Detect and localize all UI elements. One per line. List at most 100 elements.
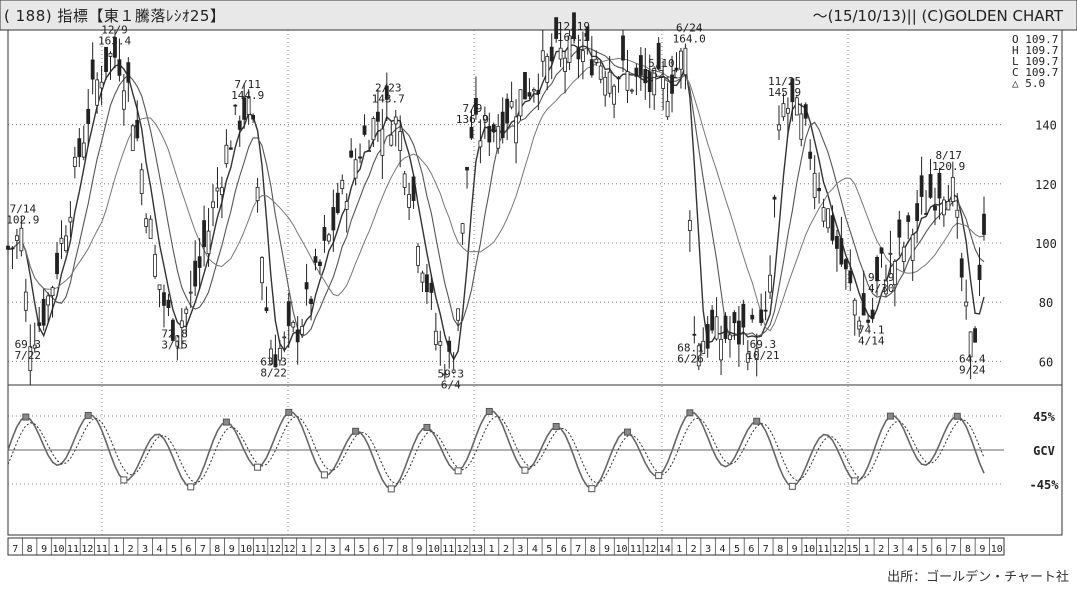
- x-tick-label: 8: [402, 544, 408, 555]
- candle: [269, 348, 273, 365]
- candle: [55, 252, 59, 275]
- candle: [384, 85, 389, 100]
- candle: [536, 89, 541, 95]
- candle: [46, 295, 51, 306]
- annotation-label-2: 3/15: [161, 338, 188, 351]
- candle: [32, 344, 37, 349]
- annotation-label-1: 7/9: [463, 102, 483, 115]
- x-tick-label: 10: [52, 544, 64, 555]
- candle: [679, 50, 683, 70]
- candle: [456, 308, 461, 321]
- y-tick-label: 140: [1035, 119, 1057, 133]
- candle: [638, 55, 643, 76]
- candle: [491, 124, 496, 133]
- y-tick-label: 100: [1035, 237, 1057, 251]
- gcv-trough-marker: [187, 483, 195, 491]
- candle: [179, 320, 184, 328]
- candle: [616, 77, 621, 80]
- candle: [888, 252, 893, 255]
- candle: [643, 69, 648, 84]
- candle: [531, 89, 536, 92]
- gcv-signal-line: [7, 415, 985, 485]
- candle: [982, 213, 986, 235]
- candle: [246, 96, 251, 115]
- annotation-label-1: 69.3: [750, 338, 777, 351]
- candle: [950, 177, 955, 202]
- candle: [215, 187, 220, 192]
- gcv-peak-marker: [352, 427, 360, 435]
- annotation-label-2: 144.9: [231, 89, 264, 102]
- candle: [509, 101, 514, 108]
- candle: [371, 118, 376, 141]
- candle: [558, 47, 563, 60]
- candle: [714, 316, 719, 340]
- candle: [162, 292, 166, 306]
- candle: [879, 247, 884, 254]
- candle: [340, 179, 345, 190]
- x-tick-label: 12: [269, 544, 281, 555]
- gcv-peak-marker: [485, 407, 493, 415]
- candle: [750, 314, 755, 320]
- candle: [741, 303, 746, 328]
- x-tick-label: 6: [936, 544, 942, 555]
- annotation-label-1: 68.1: [677, 341, 704, 354]
- candle: [670, 74, 674, 94]
- x-tick-label: 2: [503, 544, 509, 555]
- candle: [968, 331, 973, 358]
- y-tick-label: 60: [1039, 355, 1053, 369]
- x-tick-label: 2: [878, 544, 884, 555]
- plot-frame: [7, 29, 1063, 536]
- candle: [540, 50, 545, 62]
- candle: [790, 78, 795, 103]
- annotation-label-1: 6/24: [676, 22, 703, 35]
- candle: [563, 57, 567, 72]
- x-tick-label: 9: [792, 544, 798, 555]
- candle: [41, 298, 46, 326]
- candle: [81, 142, 86, 158]
- candle: [705, 324, 710, 349]
- candle: [661, 76, 666, 89]
- candle: [130, 125, 135, 151]
- gcv-trough-marker: [588, 485, 596, 493]
- candle: [175, 335, 180, 347]
- annotation-label-1: 63.3: [260, 356, 287, 369]
- candle: [260, 257, 264, 284]
- candle: [941, 199, 946, 216]
- x-tick-label: 10: [991, 544, 1003, 555]
- gcv-peak-marker: [953, 412, 961, 420]
- candle: [848, 270, 853, 284]
- gcv-peak-marker: [623, 428, 631, 436]
- candle: [955, 209, 960, 218]
- candle: [135, 119, 140, 139]
- candle: [286, 301, 291, 326]
- osc-tick-label: 45%: [1033, 410, 1055, 424]
- candle: [500, 111, 505, 139]
- candle: [728, 334, 732, 340]
- candle: [964, 301, 969, 307]
- candle: [937, 172, 942, 199]
- gcv-trough-marker: [788, 482, 796, 490]
- x-tick-label: 1: [864, 544, 870, 555]
- annotation-label-1: 7/11: [234, 78, 261, 91]
- candle: [554, 17, 559, 39]
- candle: [594, 58, 599, 63]
- annotation-label-1: 5/10: [648, 57, 675, 70]
- x-tick-label: 10: [240, 544, 252, 555]
- candle: [630, 89, 634, 92]
- gcv-peak-marker: [753, 417, 761, 425]
- candle: [282, 336, 287, 339]
- candle: [861, 293, 866, 316]
- gcv-trough-marker: [655, 472, 663, 480]
- candle: [237, 120, 242, 130]
- candle: [808, 151, 813, 159]
- x-tick-label: 7: [575, 544, 581, 555]
- x-tick-label: 4: [344, 544, 350, 555]
- candle: [99, 81, 104, 89]
- candles: [6, 12, 986, 385]
- candle: [692, 333, 697, 336]
- gcv-trough-marker: [254, 463, 262, 471]
- candle: [603, 76, 608, 96]
- candle: [505, 98, 510, 124]
- gcv-trough-marker: [320, 471, 328, 479]
- x-tick-label: 10: [428, 544, 440, 555]
